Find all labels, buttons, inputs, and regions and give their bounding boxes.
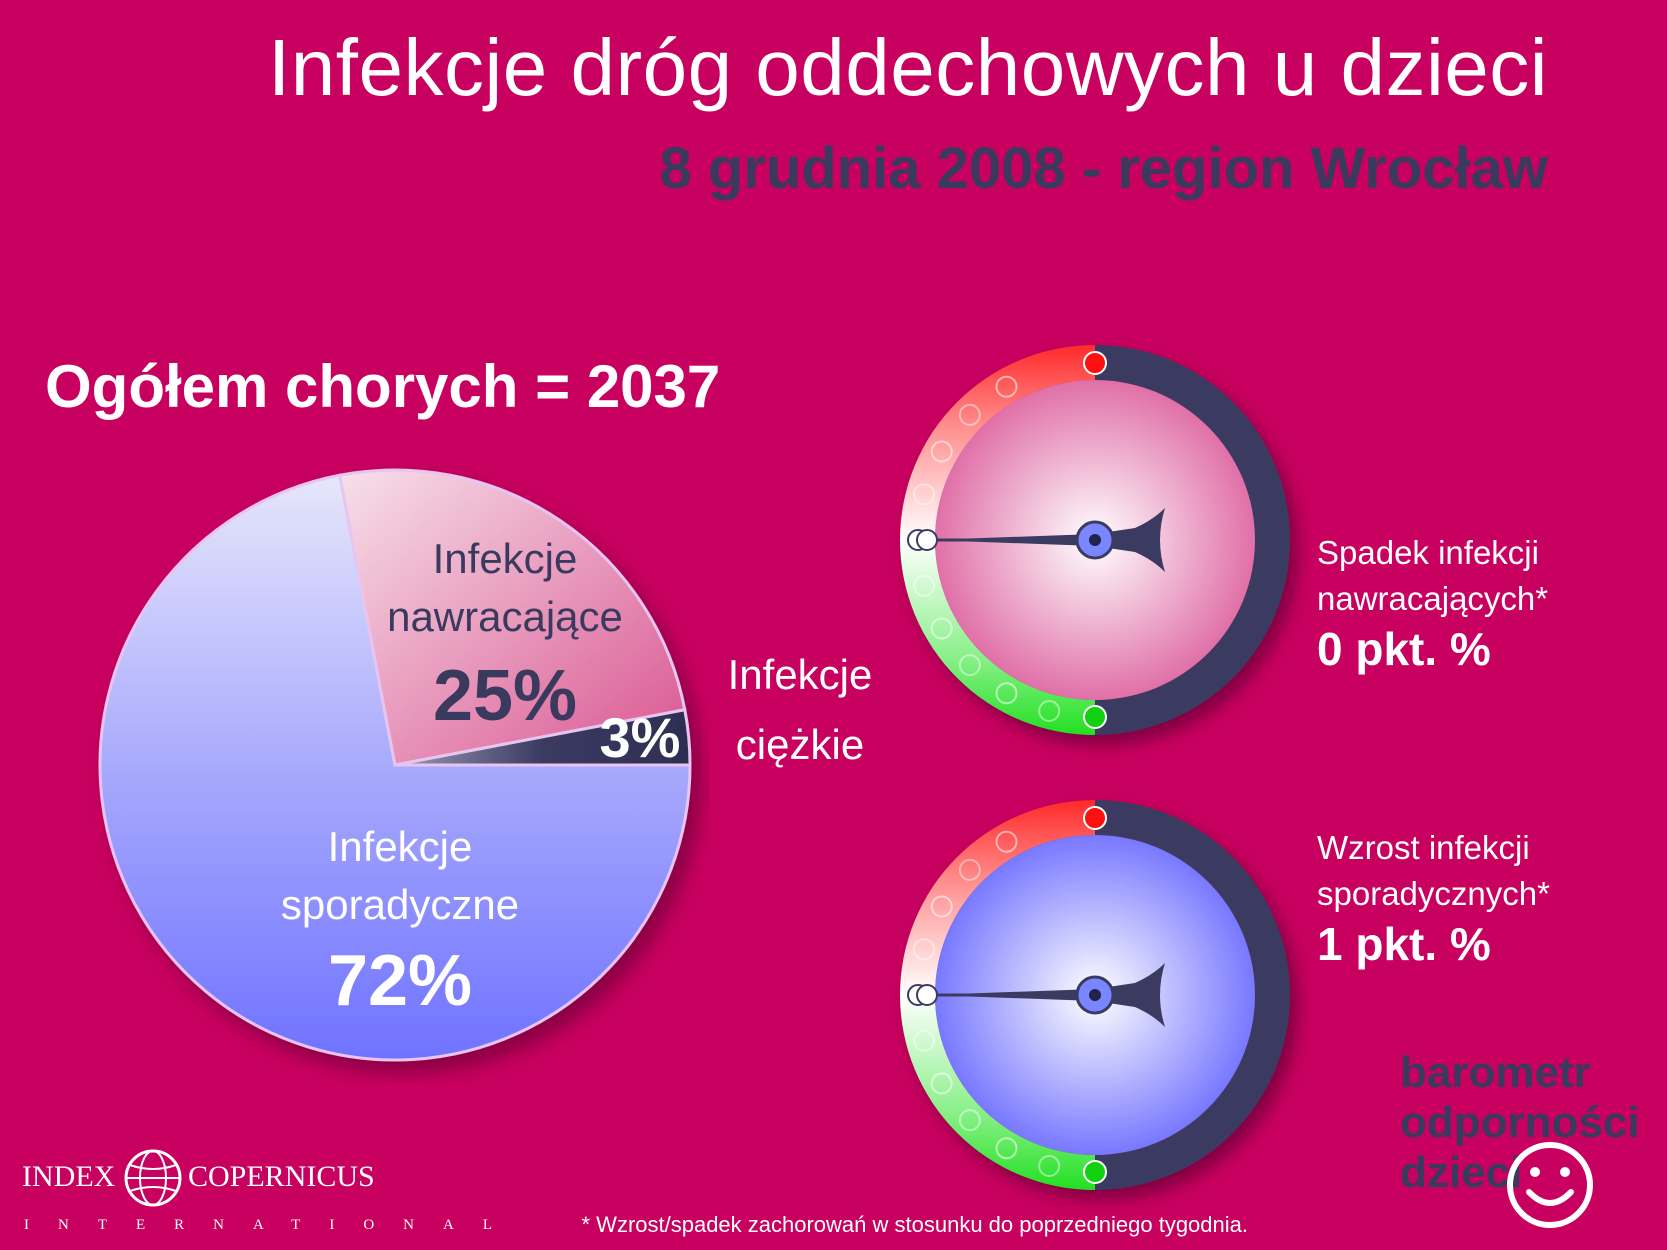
gauge-tick [1083, 705, 1107, 729]
barometr-line3: dzieci [1400, 1148, 1523, 1197]
gauge-recurring [900, 345, 1290, 735]
gauge-hub-center [1089, 534, 1101, 546]
globe-icon [124, 1149, 182, 1207]
gauge-needle-tip [916, 984, 938, 1006]
gauge-tick [958, 403, 981, 426]
slice-label-severe-line2: ciężkie [735, 721, 865, 768]
smiley-icon [1507, 1142, 1593, 1228]
footnote: * Wzrost/spadek zachorowań w stosunku do… [581, 1212, 1249, 1237]
gauge-dial-right-half [1095, 800, 1290, 1190]
gauge-sporadic-line1: Wzrost infekcji [1317, 829, 1530, 866]
gauge-tick [1083, 351, 1107, 375]
barometr-line2: odporności [1400, 1098, 1640, 1147]
gauge-recurring-line2: nawracających* [1317, 580, 1549, 617]
gauge-tick [958, 654, 981, 677]
gauge-tick [930, 895, 953, 918]
gauge-recurring-value: 0 pkt. % [1317, 623, 1491, 675]
gauge-tick [913, 938, 936, 961]
pie-chart [98, 468, 692, 1062]
gauge-tick [1083, 806, 1107, 830]
gauge-recurring-caption: Spadek infekcji nawracających* 0 pkt. % [1317, 530, 1548, 676]
slice-value-severe: 3% [599, 706, 681, 769]
ic-logo-left-word: INDEX [22, 1160, 116, 1193]
ic-logo-subtitle: INTERNATIONAL [24, 1217, 521, 1233]
ic-logo-right-word: COPERNICUS [188, 1160, 375, 1193]
gauge-tick [930, 440, 953, 463]
slice-label-recurring-line1: Infekcje [432, 535, 578, 582]
gauge-needle [927, 963, 1165, 1027]
slice-label-sporadic-line2: sporadyczne [280, 881, 520, 928]
gauge-sporadic-line2: sporadycznych* [1317, 875, 1550, 912]
slice-label-sporadic-line1: Infekcje [327, 823, 473, 870]
gauge-tick [958, 858, 981, 881]
gauge-sporadic-value: 1 pkt. % [1317, 918, 1491, 970]
gauge-tick [958, 1109, 981, 1132]
gauge-dial-left-half [900, 345, 1095, 735]
page-title: Infekcje dróg oddechowych u dzieci [268, 23, 1548, 112]
slice-label-sporadic: Infekcje sporadyczne [235, 818, 565, 934]
gauge-tick [913, 483, 936, 506]
slice-label-recurring: Infekcje nawracające [345, 530, 665, 646]
gauge-needle [927, 508, 1165, 572]
gauge-recurring-line1: Spadek infekcji [1317, 534, 1539, 571]
slice-label-severe-line1: Infekcje [727, 651, 873, 698]
gauge-tick [995, 682, 1018, 705]
gauge-sporadic [900, 800, 1290, 1190]
pie-slice-severe [394, 707, 692, 767]
page-subtitle: 8 grudnia 2008 - region Wrocław [659, 136, 1549, 201]
gauge-tick [1038, 699, 1061, 722]
slice-label-severe: Infekcje ciężkie [700, 640, 900, 780]
gauge-dial-right-half [1095, 345, 1290, 735]
gauge-tick [930, 1072, 953, 1095]
gauge-tick [995, 375, 1018, 398]
total-patients: Ogółem chorych = 2037 [45, 353, 721, 420]
gauge-tick [1038, 1154, 1061, 1177]
gauge-sporadic-caption: Wzrost infekcji sporadycznych* 1 pkt. % [1317, 825, 1550, 971]
slice-label-recurring-line2: nawracające [387, 593, 623, 640]
pie-slice-recurring [337, 468, 687, 767]
barometr-line1: barometr [1400, 1048, 1591, 1097]
gauge-dial-left-half [900, 800, 1095, 1190]
gauge-tick [995, 1137, 1018, 1160]
gauge-tick [913, 1029, 936, 1052]
gauge-tick [995, 830, 1018, 853]
barometr-logo: barometr odporności dzieci [1400, 1048, 1640, 1198]
gauge-tick [1083, 1160, 1107, 1184]
gauge-tick [930, 617, 953, 640]
gauge-tick [913, 574, 936, 597]
pie-slice-sporadic [98, 473, 692, 1062]
gauge-hub-center [1089, 989, 1101, 1001]
slice-value-recurring: 25% [432, 656, 578, 736]
gauge-needle-tip [916, 529, 938, 551]
slice-value-sporadic: 72% [327, 941, 473, 1021]
